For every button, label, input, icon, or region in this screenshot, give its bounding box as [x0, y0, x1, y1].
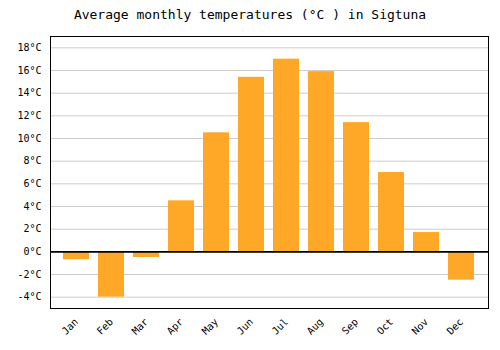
html-text:Average monthly temperatures (: Average monthly temperatures (°C ) in Si…	[73, 7, 427, 22]
svg-text:16°C: 16°C	[17, 65, 41, 76]
svg-text:6°C: 6°C	[23, 178, 41, 189]
svg-text:Oct: Oct	[375, 316, 396, 337]
svg-text:Jul: Jul	[270, 316, 291, 337]
svg-text:Feb: Feb	[95, 316, 116, 337]
svg-text:Aug: Aug	[305, 316, 326, 337]
svg-text:0°C: 0°C	[23, 246, 41, 257]
svg-text:Sep: Sep	[340, 316, 361, 337]
svg-text:18°C: 18°C	[17, 42, 41, 53]
svg-text:4°C: 4°C	[23, 201, 41, 212]
svg-text:Mar: Mar	[130, 316, 151, 337]
svg-text:Jan: Jan	[60, 316, 81, 337]
svg-text:Dec: Dec	[445, 316, 466, 337]
svg-text:-2°C: -2°C	[17, 269, 41, 280]
svg-text:10°C: 10°C	[17, 133, 41, 144]
svg-text:Nov: Nov	[410, 316, 431, 337]
svg-text:May: May	[200, 316, 221, 337]
svg-text:14°C: 14°C	[17, 87, 41, 98]
svg-text:Jun: Jun	[235, 316, 256, 337]
svg-text:-4°C: -4°C	[17, 291, 41, 302]
svg-text:2°C: 2°C	[23, 223, 41, 234]
svg-text:Apr: Apr	[165, 316, 186, 337]
svg-text:8°C: 8°C	[23, 155, 41, 166]
svg-text:12°C: 12°C	[17, 110, 41, 121]
